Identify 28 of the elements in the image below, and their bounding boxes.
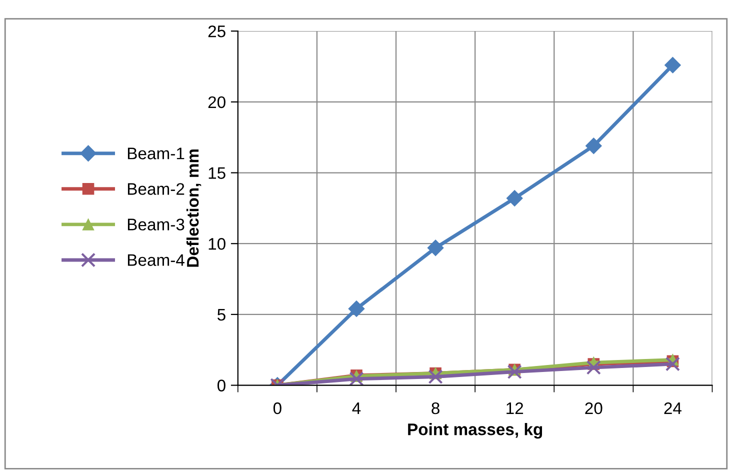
x-tick-label: 4 xyxy=(352,402,361,414)
point xyxy=(348,300,365,317)
y-tick-label: 0 xyxy=(217,380,226,392)
point xyxy=(506,190,523,206)
y-tick-label: 10 xyxy=(208,238,226,250)
y-tick-label: 20 xyxy=(208,96,226,108)
point xyxy=(585,138,602,154)
x-axis-title: Point masses, kg xyxy=(408,423,542,439)
y-axis-title: Deflection, mm xyxy=(186,149,202,267)
x-tick-label: 12 xyxy=(506,402,524,414)
legend-label: Beam-2 xyxy=(128,183,184,195)
legend-label: Beam-1 xyxy=(128,148,184,160)
x-tick-label: 8 xyxy=(432,402,440,414)
x-tick-label: 24 xyxy=(664,402,682,414)
y-tick-label: 5 xyxy=(217,309,226,321)
x-tick-label: 0 xyxy=(273,402,282,414)
point xyxy=(428,369,443,384)
point xyxy=(665,356,680,372)
point xyxy=(664,56,681,74)
point xyxy=(349,372,364,386)
point xyxy=(507,364,522,380)
y-tick-label: 25 xyxy=(208,25,226,38)
point xyxy=(586,360,601,375)
legend-label: Beam-4 xyxy=(128,254,184,266)
y-tick-label: 15 xyxy=(208,167,226,179)
legend-label: Beam-3 xyxy=(128,218,184,230)
point xyxy=(427,240,444,256)
x-tick-label: 20 xyxy=(585,402,602,414)
